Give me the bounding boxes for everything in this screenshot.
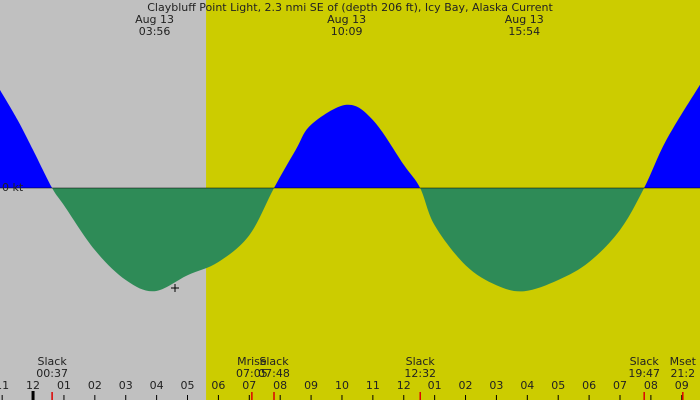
x-tick-label: 12 (397, 379, 411, 392)
flood-area (0, 84, 700, 188)
event-label: Slack (630, 355, 660, 368)
event-time: 19:47 (628, 367, 660, 380)
x-tick-label: 06 (582, 379, 596, 392)
plot (0, 84, 700, 292)
extreme-time: 15:54 (508, 25, 540, 38)
x-tick-label: 07 (242, 379, 256, 392)
x-tick-label: 04 (150, 379, 164, 392)
x-tick-label: 09 (304, 379, 318, 392)
x-tick-label: 08 (273, 379, 287, 392)
x-tick-label: 05 (181, 379, 195, 392)
extreme-time: 10:09 (331, 25, 363, 38)
x-tick-label: 02 (88, 379, 102, 392)
x-tick-label: 11 (366, 379, 380, 392)
x-tick-label: 04 (520, 379, 534, 392)
y-tick-label: 0 kt (2, 181, 24, 194)
extreme-time: 03:56 (139, 25, 171, 38)
extreme-date: Aug 13 (505, 13, 544, 26)
extreme-date: Aug 13 (327, 13, 366, 26)
x-tick-label: 10 (335, 379, 349, 392)
event-time: 00:37 (36, 367, 68, 380)
x-tick-label: 06 (211, 379, 225, 392)
x-tick-label: 01 (428, 379, 442, 392)
position-marker (171, 284, 179, 292)
event-time: 21:2 (670, 367, 695, 380)
x-tick-label: 02 (459, 379, 473, 392)
event-time: 07:05 (236, 367, 268, 380)
x-tick-label: 12 (26, 379, 40, 392)
x-tick-label: 01 (57, 379, 71, 392)
x-tick-label: 03 (119, 379, 133, 392)
event-label: Slack (259, 355, 289, 368)
x-tick-label: 09 (675, 379, 689, 392)
x-tick-label: 03 (489, 379, 503, 392)
event-time: 12:32 (404, 367, 436, 380)
x-tick-label: 05 (551, 379, 565, 392)
event-label: Slack (38, 355, 68, 368)
chart-title: Claybluff Point Light, 2.3 nmi SE of (de… (147, 1, 553, 14)
x-tick-label: 11 (0, 379, 9, 392)
event-label: Mrise (237, 355, 267, 368)
event-label: Mset (670, 355, 697, 368)
ebb-area (0, 188, 700, 292)
event-label: Slack (406, 355, 436, 368)
event-time: 07:48 (258, 367, 290, 380)
x-tick-label: 08 (644, 379, 658, 392)
extreme-date: Aug 13 (135, 13, 174, 26)
x-tick-label: 07 (613, 379, 627, 392)
